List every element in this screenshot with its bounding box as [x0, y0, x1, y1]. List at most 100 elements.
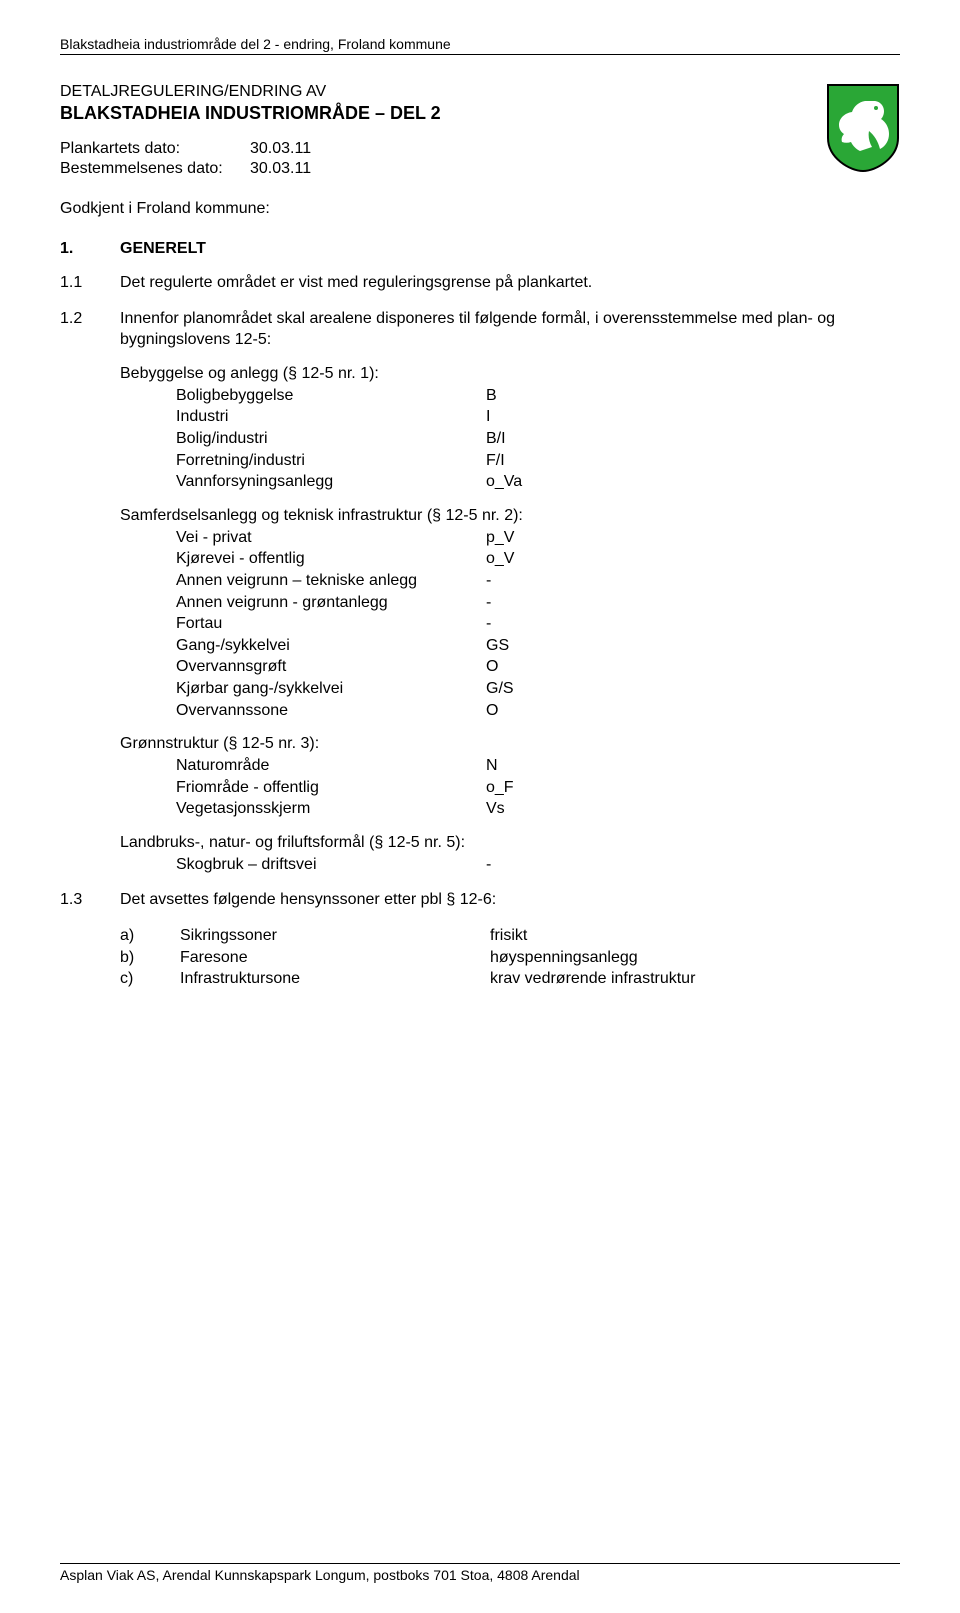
abc-list: a)Sikringssonerfrisiktb)Faresonehøyspenn… — [120, 925, 900, 990]
abc-letter: a) — [120, 925, 180, 947]
abc-row: c)Infrastruktursonekrav vedrørende infra… — [120, 968, 900, 990]
list-item: Gang-/sykkelveiGS — [176, 635, 900, 657]
clause-1-1: 1.1 Det regulerte området er vist med re… — [60, 272, 900, 294]
list-item: Friområde - offentligo_F — [176, 777, 900, 799]
plankart-date-row: Plankartets dato: 30.03.11 — [60, 140, 810, 158]
clause-1-3-num: 1.3 — [60, 889, 120, 911]
list-item-value: I — [486, 406, 900, 428]
municipality-shield-icon — [826, 83, 900, 178]
list-item-key: Kjørbar gang-/sykkelvei — [176, 678, 486, 700]
title-row: DETALJREGULERING/ENDRING AV BLAKSTADHEIA… — [60, 83, 900, 180]
title-block: DETALJREGULERING/ENDRING AV BLAKSTADHEIA… — [60, 83, 810, 180]
list-item-value: G/S — [486, 678, 900, 700]
list-item: IndustriI — [176, 406, 900, 428]
abc-label: Infrastruktursone — [180, 968, 490, 990]
group-samferdsel: Samferdselsanlegg og teknisk infrastrukt… — [120, 507, 900, 721]
section-1-num: 1. — [60, 240, 120, 258]
list-item-key: Fortau — [176, 613, 486, 635]
document-page: Blakstadheia industriområde del 2 - endr… — [0, 0, 960, 1613]
section-1-heading: 1. GENERELT — [60, 240, 900, 258]
list-item-key: Vei - privat — [176, 527, 486, 549]
list-item-value: O — [486, 700, 900, 722]
group-gronnstruktur-items: NaturområdeNFriområde - offentligo_FVege… — [120, 755, 900, 820]
group-bebyggelse-items: BoligbebyggelseBIndustriIBolig/industriB… — [120, 385, 900, 493]
list-item: Vannforsyningsanleggo_Va — [176, 471, 900, 493]
list-item-value: - — [486, 592, 900, 614]
group-bebyggelse-title: Bebyggelse og anlegg (§ 12-5 nr. 1): — [120, 365, 900, 383]
list-item: Kjørevei - offentligo_V — [176, 548, 900, 570]
list-item: Bolig/industriB/I — [176, 428, 900, 450]
bestemm-date-label: Bestemmelsenes dato: — [60, 160, 250, 178]
list-item-key: Annen veigrunn - grøntanlegg — [176, 592, 486, 614]
group-bebyggelse: Bebyggelse og anlegg (§ 12-5 nr. 1): Bol… — [120, 365, 900, 493]
bestemm-date-row: Bestemmelsenes dato: 30.03.11 — [60, 160, 810, 178]
list-item: OvervannssoneO — [176, 700, 900, 722]
pre-title: DETALJREGULERING/ENDRING AV — [60, 83, 810, 101]
list-item-value: o_V — [486, 548, 900, 570]
abc-value: krav vedrørende infrastruktur — [490, 968, 900, 990]
page-header: Blakstadheia industriområde del 2 - endr… — [60, 36, 900, 55]
group-landbruk-title: Landbruks-, natur- og friluftsformål (§ … — [120, 834, 900, 852]
list-item: Kjørbar gang-/sykkelveiG/S — [176, 678, 900, 700]
list-item-value: o_Va — [486, 471, 900, 493]
section-1-title: GENERELT — [120, 240, 206, 258]
list-item: VegetasjonsskjermVs — [176, 798, 900, 820]
list-item: Fortau- — [176, 613, 900, 635]
list-item-value: - — [486, 854, 900, 876]
group-samferdsel-items: Vei - privatp_VKjørevei - offentligo_VAn… — [120, 527, 900, 721]
list-item-key: Vegetasjonsskjerm — [176, 798, 486, 820]
list-item: NaturområdeN — [176, 755, 900, 777]
list-item-key: Kjørevei - offentlig — [176, 548, 486, 570]
list-item-key: Bolig/industri — [176, 428, 486, 450]
list-item: Vei - privatp_V — [176, 527, 900, 549]
list-item-value: p_V — [486, 527, 900, 549]
list-item-value: GS — [486, 635, 900, 657]
plankart-date-label: Plankartets dato: — [60, 140, 250, 158]
abc-value: høyspenningsanlegg — [490, 947, 900, 969]
plankart-date-value: 30.03.11 — [250, 140, 311, 158]
list-item-value: - — [486, 570, 900, 592]
abc-label: Sikringssoner — [180, 925, 490, 947]
list-item-key: Gang-/sykkelvei — [176, 635, 486, 657]
list-item-key: Forretning/industri — [176, 450, 486, 472]
group-landbruk-items: Skogbruk – driftsvei- — [120, 854, 900, 876]
list-item: BoligbebyggelseB — [176, 385, 900, 407]
list-item-value: Vs — [486, 798, 900, 820]
list-item-value: O — [486, 656, 900, 678]
list-item-value: - — [486, 613, 900, 635]
list-item-key: Vannforsyningsanlegg — [176, 471, 486, 493]
list-item-value: B/I — [486, 428, 900, 450]
list-item-key: Naturområde — [176, 755, 486, 777]
clause-1-2-num: 1.2 — [60, 308, 120, 351]
abc-letter: c) — [120, 968, 180, 990]
list-item-key: Overvannsgrøft — [176, 656, 486, 678]
list-item-key: Boligbebyggelse — [176, 385, 486, 407]
main-title: BLAKSTADHEIA INDUSTRIOMRÅDE – DEL 2 — [60, 103, 810, 124]
clause-1-3: 1.3 Det avsettes følgende hensynssoner e… — [60, 889, 900, 911]
list-item-value: o_F — [486, 777, 900, 799]
clause-1-3-text: Det avsettes følgende hensynssoner etter… — [120, 889, 900, 911]
list-item: Forretning/industriF/I — [176, 450, 900, 472]
abc-row: a)Sikringssonerfrisikt — [120, 925, 900, 947]
clause-1-2-text: Innenfor planområdet skal arealene dispo… — [120, 308, 900, 351]
list-item: Annen veigrunn – tekniske anlegg- — [176, 570, 900, 592]
list-item-value: N — [486, 755, 900, 777]
bestemm-date-value: 30.03.11 — [250, 160, 311, 178]
abc-value: frisikt — [490, 925, 900, 947]
list-item-value: F/I — [486, 450, 900, 472]
abc-row: b)Faresonehøyspenningsanlegg — [120, 947, 900, 969]
clause-1-1-text: Det regulerte området er vist med regule… — [120, 272, 900, 294]
group-samferdsel-title: Samferdselsanlegg og teknisk infrastrukt… — [120, 507, 900, 525]
list-item: OvervannsgrøftO — [176, 656, 900, 678]
abc-letter: b) — [120, 947, 180, 969]
approved-line: Godkjent i Froland kommune: — [60, 200, 900, 218]
list-item-key: Skogbruk – driftsvei — [176, 854, 486, 876]
list-item-key: Friområde - offentlig — [176, 777, 486, 799]
group-gronnstruktur: Grønnstruktur (§ 12-5 nr. 3): Naturområd… — [120, 735, 900, 820]
list-item-key: Annen veigrunn – tekniske anlegg — [176, 570, 486, 592]
list-item: Skogbruk – driftsvei- — [176, 854, 900, 876]
list-item: Annen veigrunn - grøntanlegg- — [176, 592, 900, 614]
list-item-value: B — [486, 385, 900, 407]
clause-1-1-num: 1.1 — [60, 272, 120, 294]
abc-label: Faresone — [180, 947, 490, 969]
